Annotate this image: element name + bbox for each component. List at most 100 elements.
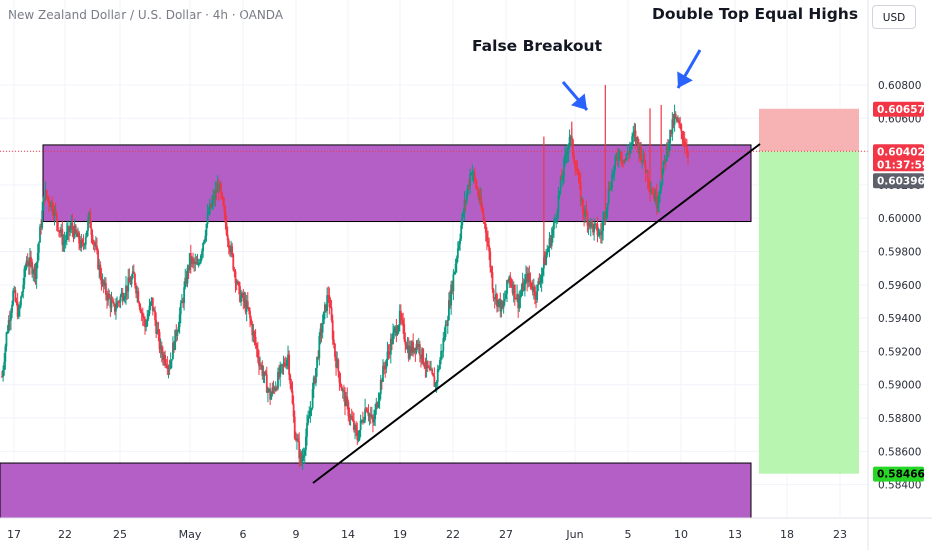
- candle-body: [645, 170, 648, 173]
- candle-body: [587, 222, 590, 226]
- candle-body: [425, 360, 428, 369]
- candle-body: [369, 414, 372, 417]
- candle-body: [175, 329, 178, 336]
- candle-body: [160, 345, 163, 355]
- prev-close-tag: 0.60396: [873, 173, 925, 189]
- candle-body: [183, 287, 186, 303]
- candle-body: [616, 156, 619, 159]
- candle-body: [538, 280, 541, 283]
- candle-body: [679, 123, 682, 125]
- candle-body: [429, 367, 431, 371]
- candle-body: [396, 331, 399, 335]
- candle-body: [342, 390, 345, 393]
- candle-body: [110, 301, 113, 308]
- candle-body: [405, 344, 408, 349]
- candle-body: [33, 266, 36, 273]
- candle-body: [116, 301, 118, 308]
- candle-body: [287, 354, 289, 360]
- candle-body: [148, 305, 151, 315]
- symbol-title: New Zealand Dollar / U.S. Dollar · 4h · …: [8, 8, 284, 22]
- candle-body: [261, 365, 264, 376]
- candle-body: [7, 320, 10, 332]
- candle-body: [97, 250, 99, 269]
- candle-body: [180, 301, 183, 304]
- candle-body: [560, 177, 563, 180]
- candle-body: [186, 267, 189, 284]
- candle-body: [127, 277, 130, 292]
- candle-body: [67, 226, 69, 232]
- candle-body: [31, 261, 34, 275]
- candle-body: [303, 450, 306, 456]
- candle-body: [326, 295, 329, 311]
- candle-body: [637, 143, 640, 155]
- candle-body: [93, 242, 96, 247]
- candle-body: [641, 160, 644, 162]
- candle-body: [338, 371, 341, 383]
- candle-body: [213, 196, 216, 200]
- candle-body: [351, 418, 354, 421]
- candle-body: [375, 402, 378, 410]
- candle-body: [135, 285, 137, 294]
- x-tick-label: 27: [499, 528, 513, 541]
- candle-body: [300, 452, 303, 464]
- candle-body: [456, 248, 459, 259]
- x-tick-label: May: [179, 528, 202, 541]
- candle-body: [65, 231, 68, 240]
- candle-body: [174, 329, 177, 351]
- candle-body: [208, 203, 211, 214]
- candle-body: [500, 301, 503, 312]
- candle-body: [115, 307, 117, 312]
- candle-body: [624, 159, 627, 161]
- candle-body: [526, 274, 529, 283]
- candle-body: [320, 328, 323, 333]
- candle-body: [24, 267, 27, 269]
- candle-body: [3, 361, 6, 370]
- currency-button[interactable]: USD: [872, 5, 916, 29]
- candle-body: [584, 209, 587, 217]
- candle-body: [444, 324, 447, 337]
- candle-body: [677, 120, 679, 122]
- candle-body: [402, 320, 404, 325]
- candle-body: [644, 164, 647, 173]
- candle-body: [245, 301, 248, 312]
- candle-body: [142, 317, 145, 319]
- x-tick-label: 17: [7, 528, 21, 541]
- candle-body: [129, 282, 132, 285]
- candle-body: [655, 192, 658, 209]
- candle-body: [558, 190, 561, 196]
- candle-body: [520, 291, 523, 296]
- candle-body: [575, 169, 578, 171]
- candle-body: [559, 177, 562, 191]
- y-tick-label: 0.59200: [878, 346, 921, 358]
- candle-body: [608, 188, 611, 190]
- candle-body: [188, 253, 191, 270]
- candle-body: [202, 243, 205, 252]
- candle-body: [195, 262, 198, 265]
- candle-body: [117, 301, 120, 303]
- candle-body: [535, 296, 537, 300]
- candle-body: [576, 169, 579, 175]
- candle-body: [239, 286, 241, 302]
- candle-body: [671, 119, 674, 134]
- candle-body: [498, 298, 501, 301]
- candle-body: [6, 331, 9, 333]
- candle-body: [430, 369, 432, 371]
- candle-body: [328, 295, 331, 308]
- candle-body: [173, 342, 175, 351]
- candle-body: [615, 156, 618, 158]
- candle-body: [643, 153, 646, 165]
- candle-body: [194, 262, 197, 264]
- candle-body: [80, 239, 83, 248]
- candle-body: [379, 380, 382, 395]
- candle-body: [591, 220, 593, 225]
- candle-body: [270, 394, 273, 400]
- candle-body: [507, 280, 510, 282]
- candle-body: [250, 318, 253, 324]
- candle-body: [236, 281, 239, 284]
- candle-body: [158, 331, 161, 350]
- candle-body: [297, 438, 299, 442]
- candle-body: [504, 293, 507, 299]
- candle-body: [12, 290, 15, 305]
